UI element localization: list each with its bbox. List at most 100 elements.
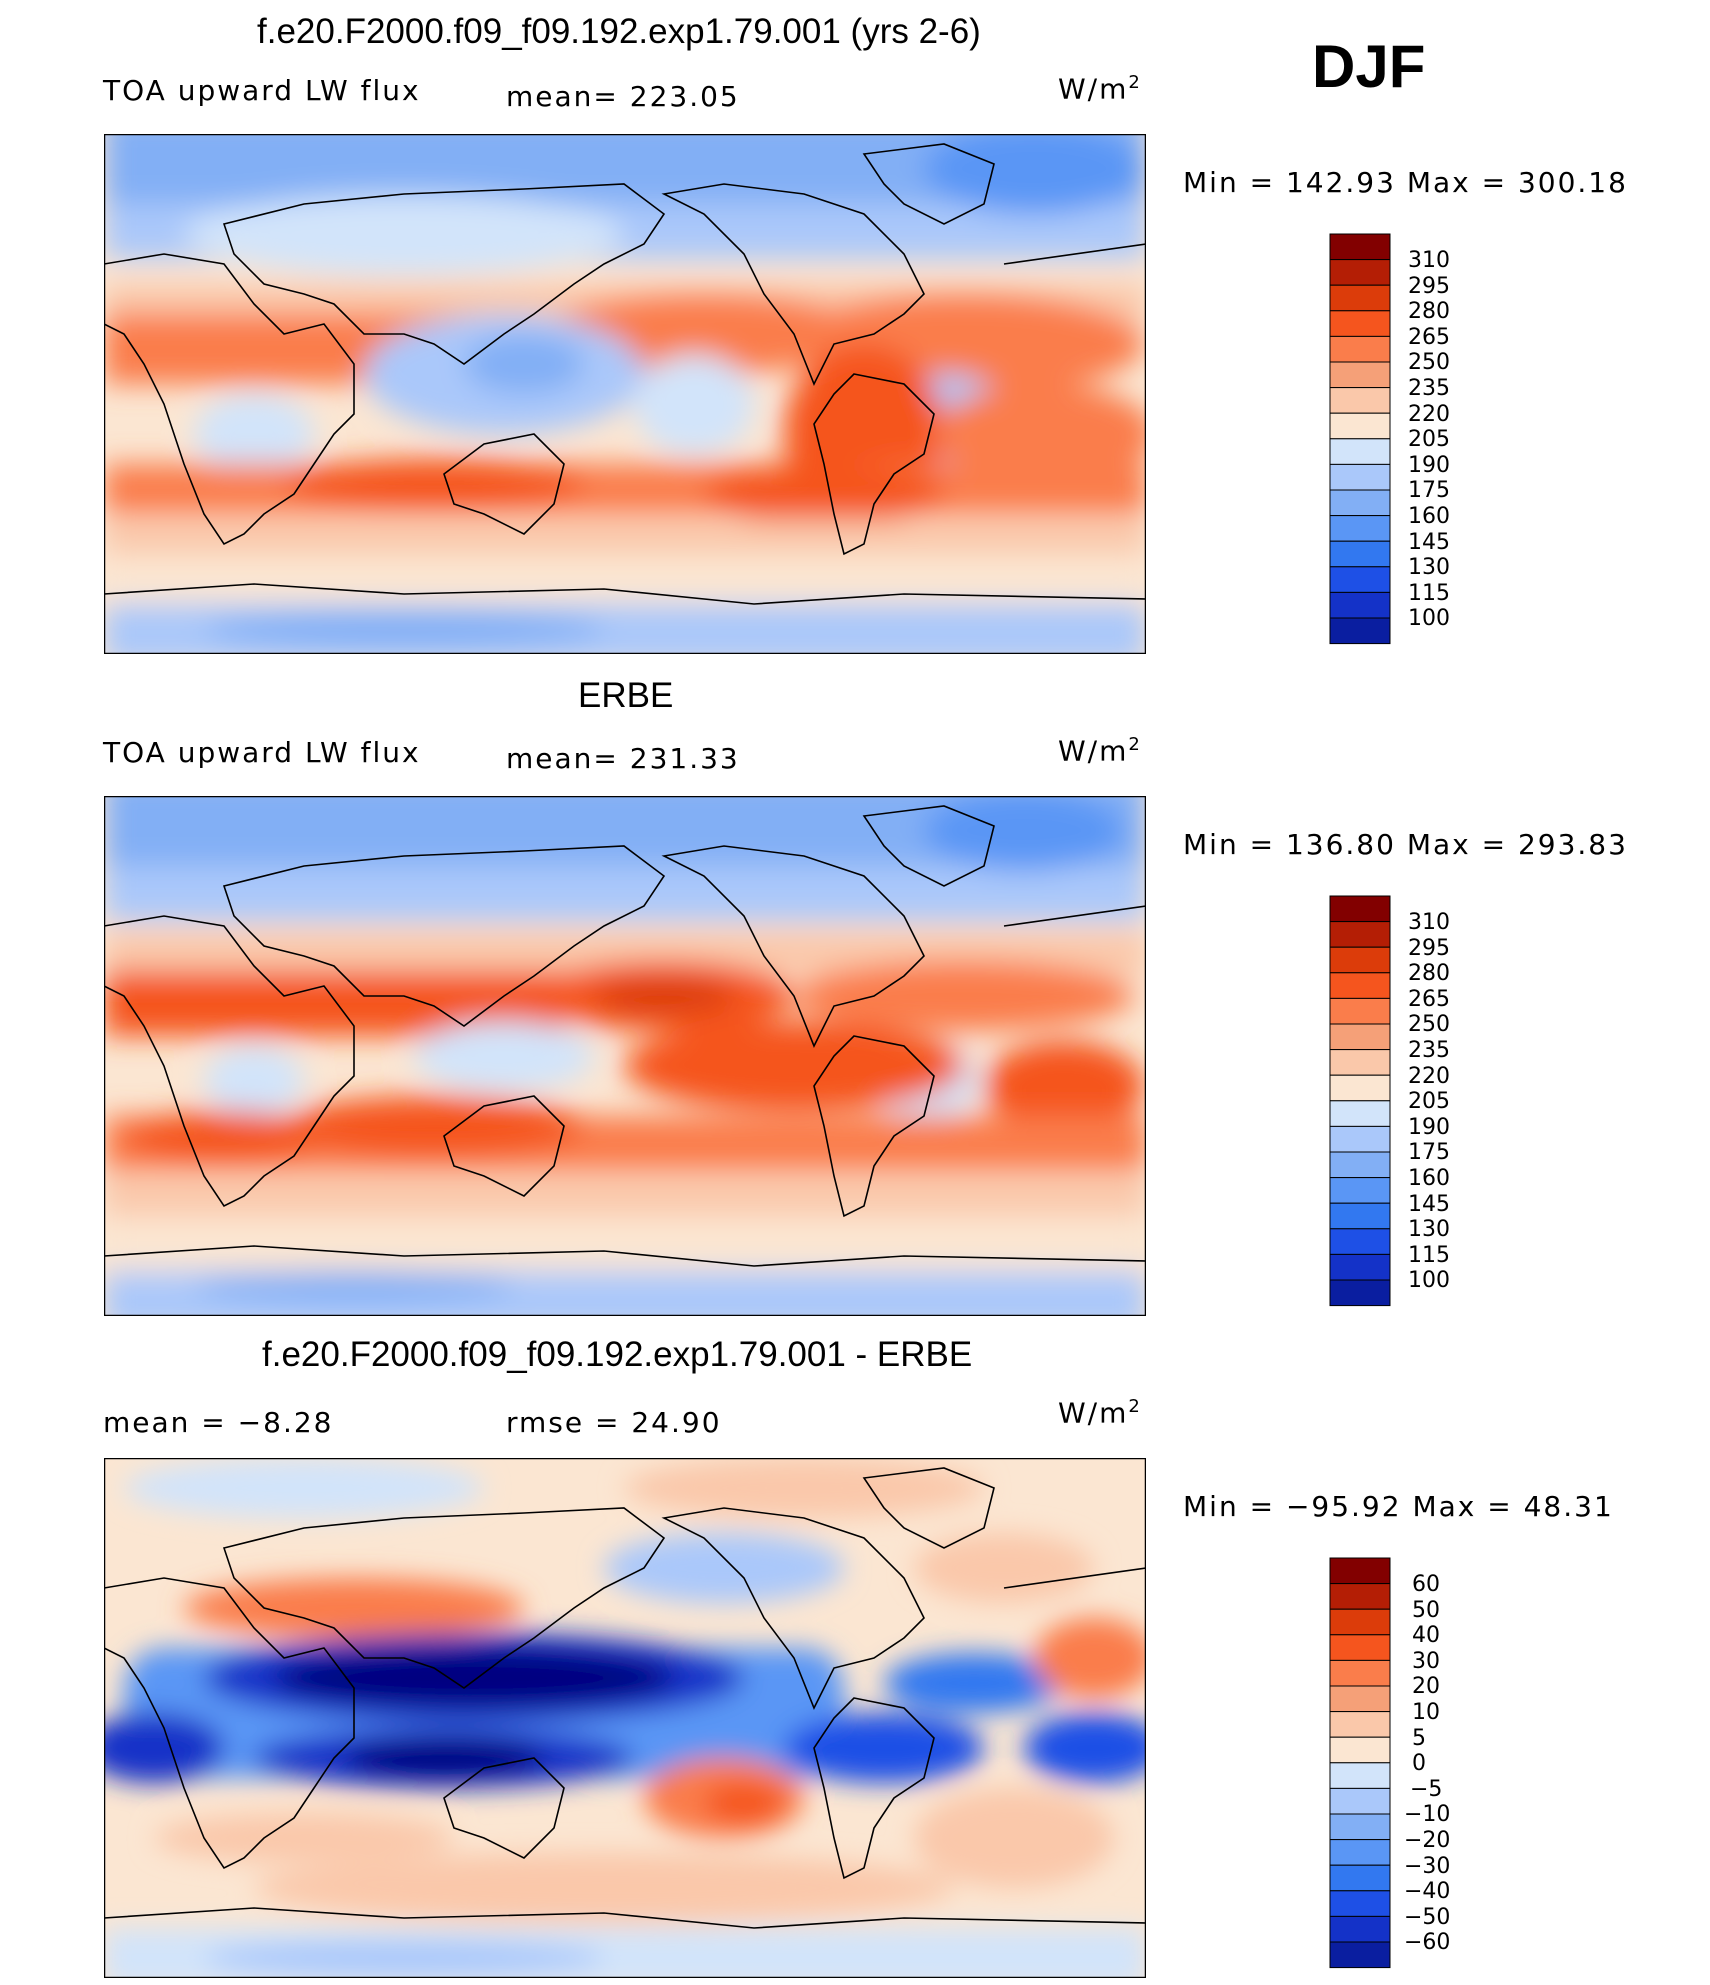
- panel1-title: f.e20.F2000.f09_f09.192.exp1.79.001 (yrs…: [257, 12, 981, 51]
- panel3-rmse-label: rmse = 24.90: [506, 1406, 722, 1439]
- colorbar-tick-label: 235: [1408, 1038, 1450, 1063]
- colorbar-tick-label: 220: [1408, 402, 1450, 427]
- panel2-mean-label: mean= 231.33: [506, 742, 740, 775]
- colorbar-swatch: [1329, 997, 1391, 1025]
- colorbar-swatch: [1329, 921, 1391, 948]
- colorbar-swatch: [1329, 1941, 1391, 1969]
- panel3-units: W/m2: [1058, 1396, 1142, 1429]
- colorbar-swatch: [1329, 1202, 1391, 1230]
- colorbar-swatch: [1329, 1100, 1391, 1127]
- colorbar-tick-label: 175: [1408, 1140, 1450, 1165]
- colorbar-swatch: [1329, 1023, 1391, 1051]
- colorbar-swatch: [1329, 412, 1391, 440]
- colorbar-tick-label: 295: [1408, 274, 1450, 299]
- colorbar-swatch: [1329, 1736, 1391, 1764]
- panel2-minmax: Min = 136.80 Max = 293.83: [1183, 828, 1628, 861]
- colorbar-tick-label: −60: [1404, 1930, 1451, 1955]
- panel1-mean-label: mean= 223.05: [506, 80, 740, 113]
- panel3-units-exp: 2: [1128, 1396, 1142, 1417]
- colorbar-swatch: [1329, 972, 1391, 999]
- colorbar-swatch: [1329, 1634, 1391, 1661]
- colorbar-tick-label: 250: [1408, 1012, 1450, 1037]
- panel1-colorbar: [1329, 233, 1391, 645]
- panel1-units: W/m2: [1058, 72, 1142, 105]
- colorbar-swatch: [1329, 1228, 1391, 1255]
- colorbar-tick-label: 50: [1412, 1598, 1440, 1623]
- colorbar-swatch: [1329, 1813, 1391, 1841]
- colorbar-tick-label: 265: [1408, 987, 1450, 1012]
- colorbar-swatch: [1329, 1915, 1391, 1943]
- panel1-variable-label: TOA upward LW flux: [103, 74, 421, 107]
- colorbar-swatch: [1329, 463, 1391, 491]
- colorbar-swatch: [1329, 310, 1391, 337]
- colorbar-swatch: [1329, 1608, 1391, 1636]
- colorbar-swatch: [1329, 617, 1391, 645]
- colorbar-tick-label: 175: [1408, 478, 1450, 503]
- colorbar-swatch: [1329, 1279, 1391, 1307]
- colorbar-swatch: [1329, 489, 1391, 517]
- panel1-minmax: Min = 142.93 Max = 300.18: [1183, 166, 1628, 199]
- panel2-units-exp: 2: [1128, 734, 1142, 755]
- panel1-units-base: W/m: [1058, 72, 1129, 106]
- colorbar-swatch: [1329, 566, 1391, 593]
- colorbar-tick-label: 205: [1408, 1089, 1450, 1114]
- colorbar-swatch: [1329, 591, 1391, 619]
- colorbar-tick-label: 250: [1408, 350, 1450, 375]
- colorbar-tick-label: 220: [1408, 1064, 1450, 1089]
- colorbar-tick-label: 10: [1412, 1700, 1440, 1725]
- colorbar-tick-label: 130: [1408, 1217, 1450, 1242]
- colorbar-tick-label: 5: [1412, 1726, 1426, 1751]
- colorbar-tick-label: −40: [1404, 1879, 1451, 1904]
- colorbar-tick-label: 130: [1408, 555, 1450, 580]
- colorbar-tick-label: 115: [1408, 1243, 1450, 1268]
- panel3-mean-label: mean = −8.28: [103, 1406, 334, 1439]
- colorbar-swatch: [1329, 1151, 1391, 1179]
- panel2-units: W/m2: [1058, 734, 1142, 767]
- colorbar-tick-label: 205: [1408, 427, 1450, 452]
- colorbar-swatch: [1329, 1762, 1391, 1789]
- panel3-title: f.e20.F2000.f09_f09.192.exp1.79.001 - ER…: [262, 1335, 973, 1374]
- colorbar-swatch: [1329, 946, 1391, 974]
- panel2-map: [104, 796, 1146, 1316]
- colorbar-tick-label: −50: [1404, 1905, 1451, 1930]
- panel3-colorbar: [1329, 1557, 1391, 1969]
- colorbar-tick-label: 280: [1408, 299, 1450, 324]
- colorbar-tick-label: 20: [1412, 1674, 1440, 1699]
- panel3-minmax: Min = −95.92 Max = 48.31: [1183, 1490, 1614, 1523]
- colorbar-tick-label: 190: [1408, 1115, 1450, 1140]
- colorbar-tick-label: −30: [1404, 1854, 1451, 1879]
- colorbar-swatch: [1329, 895, 1391, 923]
- colorbar-swatch: [1329, 1787, 1391, 1815]
- colorbar-tick-label: 265: [1408, 325, 1450, 350]
- colorbar-tick-label: 190: [1408, 453, 1450, 478]
- colorbar-swatch: [1329, 1659, 1391, 1687]
- colorbar-tick-label: −20: [1404, 1828, 1451, 1853]
- colorbar-swatch: [1329, 361, 1391, 389]
- colorbar-tick-label: 115: [1408, 581, 1450, 606]
- panel1-units-exp: 2: [1128, 72, 1142, 93]
- colorbar-tick-label: 295: [1408, 936, 1450, 961]
- colorbar-swatch: [1329, 1864, 1391, 1892]
- colorbar-swatch: [1329, 233, 1391, 261]
- colorbar-swatch: [1329, 1074, 1391, 1102]
- colorbar-tick-label: 30: [1412, 1649, 1440, 1674]
- colorbar-swatch: [1329, 284, 1391, 312]
- panel3-units-base: W/m: [1058, 1396, 1129, 1430]
- colorbar-tick-label: 100: [1408, 606, 1450, 631]
- colorbar-swatch: [1329, 1890, 1391, 1917]
- panel2-title: ERBE: [578, 676, 674, 715]
- colorbar-tick-label: 310: [1408, 248, 1450, 273]
- colorbar-swatch: [1329, 387, 1391, 414]
- colorbar-swatch: [1329, 1125, 1391, 1153]
- colorbar-swatch: [1329, 1557, 1391, 1585]
- panel2-units-base: W/m: [1058, 734, 1129, 768]
- colorbar-swatch: [1329, 1711, 1391, 1738]
- colorbar-tick-label: 100: [1408, 1268, 1450, 1293]
- colorbar-tick-label: 310: [1408, 910, 1450, 935]
- colorbar-tick-label: 160: [1408, 504, 1450, 529]
- colorbar-swatch: [1329, 335, 1391, 363]
- colorbar-tick-label: 280: [1408, 961, 1450, 986]
- panel2-variable-label: TOA upward LW flux: [103, 736, 421, 769]
- colorbar-tick-label: 40: [1412, 1623, 1440, 1648]
- colorbar-swatch: [1329, 438, 1391, 465]
